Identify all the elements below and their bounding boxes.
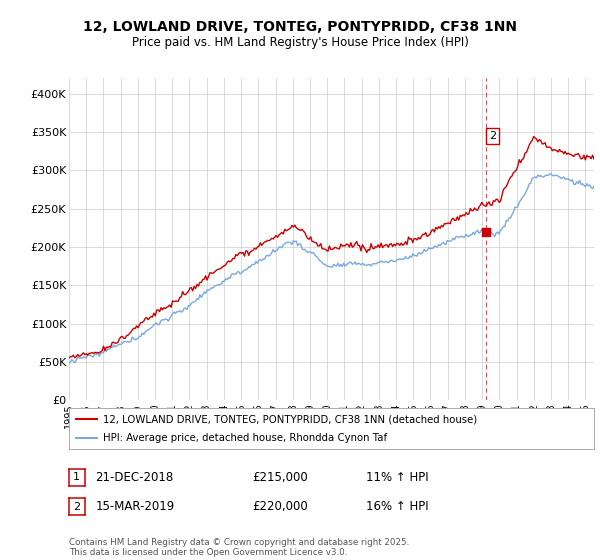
Text: Contains HM Land Registry data © Crown copyright and database right 2025.
This d: Contains HM Land Registry data © Crown c…	[69, 538, 409, 557]
Text: £220,000: £220,000	[252, 500, 308, 514]
Point	[481, 227, 491, 236]
Text: 11% ↑ HPI: 11% ↑ HPI	[366, 470, 428, 484]
Text: HPI: Average price, detached house, Rhondda Cynon Taf: HPI: Average price, detached house, Rhon…	[103, 433, 387, 444]
Text: 1: 1	[73, 472, 80, 482]
Text: Price paid vs. HM Land Registry's House Price Index (HPI): Price paid vs. HM Land Registry's House …	[131, 36, 469, 49]
Text: £215,000: £215,000	[252, 470, 308, 484]
Text: 12, LOWLAND DRIVE, TONTEG, PONTYPRIDD, CF38 1NN (detached house): 12, LOWLAND DRIVE, TONTEG, PONTYPRIDD, C…	[103, 414, 478, 424]
Text: 15-MAR-2019: 15-MAR-2019	[95, 500, 175, 514]
Text: 21-DEC-2018: 21-DEC-2018	[95, 470, 173, 484]
Text: 2: 2	[489, 131, 496, 141]
Text: 16% ↑ HPI: 16% ↑ HPI	[366, 500, 428, 514]
Text: 12, LOWLAND DRIVE, TONTEG, PONTYPRIDD, CF38 1NN: 12, LOWLAND DRIVE, TONTEG, PONTYPRIDD, C…	[83, 20, 517, 34]
Text: 2: 2	[73, 502, 80, 512]
